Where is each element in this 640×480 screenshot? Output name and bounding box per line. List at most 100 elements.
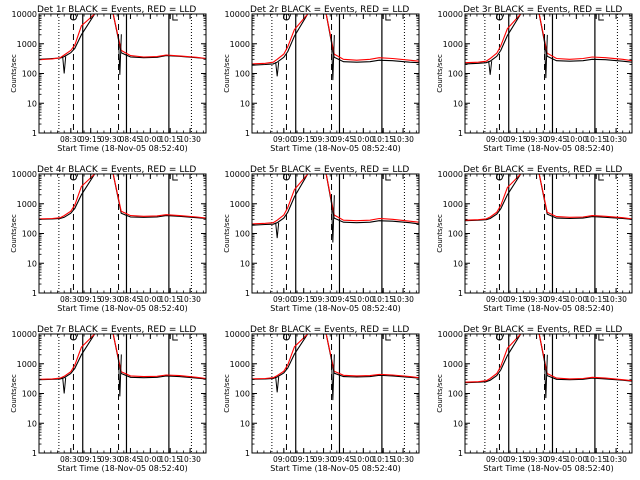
x-tick-label: 08:45 (120, 295, 142, 304)
end-marker (385, 334, 391, 341)
x-axis-label: Start Time (18-Nov-05 08:52:40) (270, 144, 400, 153)
panel-det-8: Det 8r BLACK = Events, RED = LLD 1 10 100 10… (223, 325, 420, 473)
y-tick-label: 100 (235, 70, 250, 79)
x-tick-label: 10:00 (353, 135, 375, 144)
panel-det-6: Det 6r BLACK = Events, RED = LLD 1 10 100 10… (436, 165, 633, 313)
panel-det-9: Det 9r BLACK = Events, RED = LLD 1 10 100 10… (436, 325, 633, 473)
end-marker (385, 174, 391, 181)
panel-title: Det 1r BLACK = Events, RED = LLD (37, 5, 196, 15)
y-tick-label: 10 (240, 419, 250, 428)
panel-title: Det 5r BLACK = Events, RED = LLD (250, 165, 409, 175)
events-dip (330, 195, 335, 243)
x-tick-label: 10:15 (372, 135, 394, 144)
end-marker (598, 14, 604, 21)
end-marker (172, 334, 178, 341)
y-tick-label: 100 (235, 230, 250, 239)
x-axis-label: Start Time (18-Nov-05 08:52:40) (483, 464, 613, 473)
x-tick-label: 10:15 (585, 135, 607, 144)
x-tick-label: 10:15 (159, 135, 181, 144)
y-axis-label: Counts/sec (436, 374, 444, 413)
x-tick-label: 09:45 (546, 135, 568, 144)
y-tick-label: 1000 (443, 40, 463, 49)
panel-det-4: Det 4r BLACK = Events, RED = LLD 1 10 100 10… (10, 165, 207, 313)
y-tick-label: 1000 (230, 200, 250, 209)
y-tick-label: 100 (22, 390, 37, 399)
panel-det-7: Det 7r BLACK = Events, RED = LLD 1 10 100 10… (10, 325, 207, 473)
x-tick-label: 09:15 (293, 135, 315, 144)
events-dip (275, 222, 280, 239)
x-tick-label: 09:45 (333, 295, 355, 304)
x-tick-label: 09:30 (526, 135, 548, 144)
series-events-line (252, 14, 419, 66)
panel-det-5: Det 5r BLACK = Events, RED = LLD 1 10 100 10… (223, 165, 420, 313)
series-lld-line (465, 14, 632, 64)
y-tick-label: 10000 (438, 10, 463, 19)
x-tick-label: 10:00 (353, 295, 375, 304)
x-tick-label: 09:30 (313, 295, 335, 304)
x-tick-label: 10:00 (566, 135, 588, 144)
y-axis-label: Counts/sec (10, 374, 18, 413)
x-tick-label: 10:30 (179, 455, 201, 464)
y-tick-label: 10 (240, 99, 250, 108)
y-tick-label: 10000 (12, 330, 37, 339)
x-axis-label: Start Time (18-Nov-05 08:52:40) (57, 464, 187, 473)
series-events-line (252, 174, 419, 226)
x-tick-label: 08:30 (60, 135, 82, 144)
events-dip (62, 377, 67, 394)
y-tick-label: 1 (245, 129, 250, 138)
events-dip (62, 56, 67, 74)
y-tick-label: 10000 (438, 170, 463, 179)
x-tick-label: 09:30 (100, 295, 122, 304)
series-events-line (252, 334, 419, 380)
panel-title: Det 4r BLACK = Events, RED = LLD (37, 165, 196, 175)
y-tick-label: 100 (22, 230, 37, 239)
series-events-line (39, 174, 206, 220)
x-tick-label: 09:15 (80, 295, 102, 304)
events-dip (330, 354, 335, 401)
y-tick-label: 100 (448, 70, 463, 79)
x-axis-label: Start Time (18-Nov-05 08:52:40) (483, 144, 613, 153)
x-tick-label: 10:30 (392, 455, 414, 464)
y-tick-label: 10 (27, 419, 37, 428)
events-dip (117, 34, 122, 75)
x-tick-label: 09:30 (100, 135, 122, 144)
panel-title: Det 7r BLACK = Events, RED = LLD (37, 325, 196, 335)
x-tick-label: 08:45 (120, 135, 142, 144)
x-tick-label: 10:30 (179, 295, 201, 304)
x-tick-label: 10:00 (566, 295, 588, 304)
x-tick-label: 10:30 (392, 295, 414, 304)
x-axis-label: Start Time (18-Nov-05 08:52:40) (57, 144, 187, 153)
x-axis-label: Start Time (18-Nov-05 08:52:40) (270, 464, 400, 473)
series-events-line (465, 14, 632, 65)
y-tick-label: 10000 (225, 170, 250, 179)
y-tick-label: 10000 (225, 10, 250, 19)
x-tick-label: 09:00 (273, 455, 295, 464)
y-tick-label: 1000 (443, 360, 463, 369)
x-tick-label: 10:30 (605, 455, 627, 464)
events-dip (117, 354, 122, 397)
x-tick-label: 10:00 (140, 295, 162, 304)
series-lld-line (465, 334, 632, 383)
x-tick-label: 10:00 (566, 455, 588, 464)
y-tick-label: 100 (235, 390, 250, 399)
panel-det-3: Det 3r BLACK = Events, RED = LLD 1 10 100 10… (436, 5, 633, 153)
series-lld-line (39, 334, 206, 380)
y-tick-label: 1000 (17, 360, 37, 369)
x-tick-label: 09:15 (80, 135, 102, 144)
y-tick-label: 1000 (230, 360, 250, 369)
y-tick-label: 10 (27, 259, 37, 268)
x-tick-label: 09:00 (486, 295, 508, 304)
x-tick-label: 08:30 (60, 295, 82, 304)
events-dip (275, 376, 280, 393)
y-tick-label: 1000 (17, 40, 37, 49)
series-lld-line (252, 14, 419, 65)
x-tick-label: 09:00 (486, 135, 508, 144)
end-marker (172, 174, 178, 181)
y-tick-label: 1 (458, 129, 463, 138)
end-marker (385, 14, 391, 21)
y-tick-label: 1000 (443, 200, 463, 209)
panel-title: Det 9r BLACK = Events, RED = LLD (463, 325, 622, 335)
y-axis-label: Counts/sec (436, 54, 444, 93)
x-tick-label: 09:15 (506, 295, 528, 304)
